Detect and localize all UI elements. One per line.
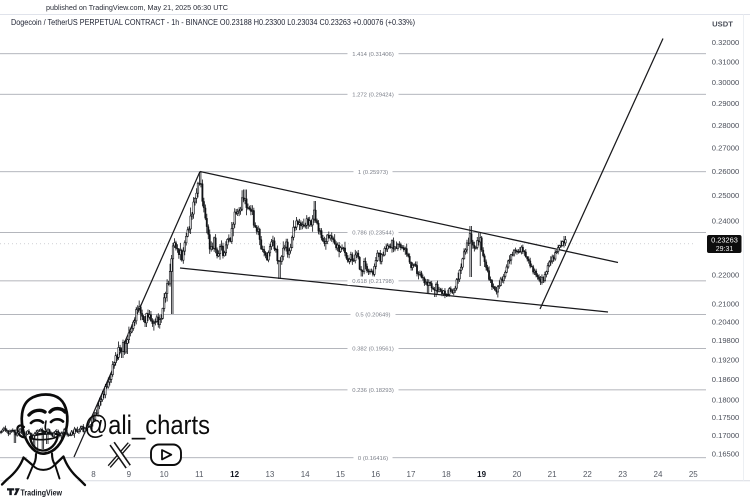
svg-text:0.17500: 0.17500: [712, 413, 739, 422]
svg-text:0.31000: 0.31000: [712, 58, 739, 67]
svg-text:0.20400: 0.20400: [712, 318, 739, 327]
svg-text:0.21000: 0.21000: [712, 300, 739, 309]
svg-text:15: 15: [336, 470, 345, 479]
svg-text:0 (0.16416): 0 (0.16416): [358, 456, 388, 462]
svg-text:8: 8: [91, 470, 96, 479]
svg-text:0.17000: 0.17000: [712, 431, 739, 440]
svg-text:0.30000: 0.30000: [712, 78, 739, 87]
svg-text:0.24000: 0.24000: [712, 217, 739, 226]
svg-text:1.414 (0.31406): 1.414 (0.31406): [352, 52, 394, 58]
svg-text:1 (0.25973): 1 (0.25973): [358, 170, 388, 176]
svg-text:24: 24: [654, 470, 663, 479]
svg-text:9: 9: [127, 470, 132, 479]
svg-text:21: 21: [548, 470, 557, 479]
svg-text:20: 20: [512, 470, 521, 479]
svg-text:0.22000: 0.22000: [712, 271, 739, 280]
svg-text:0.32000: 0.32000: [712, 38, 739, 47]
svg-text:22: 22: [583, 470, 592, 479]
svg-text:25: 25: [689, 470, 698, 479]
svg-text:0.16500: 0.16500: [712, 450, 739, 459]
svg-text:12: 12: [230, 470, 239, 479]
svg-text:0.25000: 0.25000: [712, 191, 739, 200]
svg-text:0.28000: 0.28000: [712, 121, 739, 130]
svg-text:0.382 (0.19561): 0.382 (0.19561): [352, 347, 394, 353]
svg-text:18: 18: [442, 470, 451, 479]
svg-text:13: 13: [265, 470, 274, 479]
svg-text:0.18600: 0.18600: [712, 375, 739, 384]
svg-text:14: 14: [301, 470, 310, 479]
svg-text:17: 17: [407, 470, 416, 479]
svg-text:19: 19: [477, 470, 486, 479]
svg-text:0.19200: 0.19200: [712, 355, 739, 364]
svg-text:0.5 (0.20649): 0.5 (0.20649): [355, 313, 390, 319]
svg-text:1.272 (0.29424): 1.272 (0.29424): [352, 92, 394, 98]
svg-text:0.18000: 0.18000: [712, 396, 739, 405]
svg-text:0.19800: 0.19800: [712, 336, 739, 345]
svg-text:11: 11: [195, 470, 204, 479]
svg-text:0.27000: 0.27000: [712, 144, 739, 153]
svg-text:Dogecoin / TetherUS PERPETUAL: Dogecoin / TetherUS PERPETUAL CONTRACT -…: [11, 18, 415, 27]
svg-text:23: 23: [618, 470, 627, 479]
svg-text:USDT: USDT: [712, 20, 733, 29]
svg-text:29:31: 29:31: [716, 246, 734, 253]
svg-text:0.26000: 0.26000: [712, 167, 739, 176]
svg-text:16: 16: [371, 470, 380, 479]
svg-text:0.618 (0.21798): 0.618 (0.21798): [352, 279, 394, 285]
svg-text:0.786 (0.23544): 0.786 (0.23544): [352, 231, 394, 237]
svg-text:@ali_charts: @ali_charts: [84, 410, 210, 440]
svg-text:published on TradingView.com,: published on TradingView.com, May 21, 20…: [46, 3, 228, 12]
svg-text:0.29000: 0.29000: [712, 99, 739, 108]
svg-text:0.236 (0.18293): 0.236 (0.18293): [352, 388, 394, 394]
svg-text:TradingView: TradingView: [21, 487, 63, 497]
svg-text:0.23263: 0.23263: [711, 236, 738, 245]
svg-text:10: 10: [160, 470, 169, 479]
